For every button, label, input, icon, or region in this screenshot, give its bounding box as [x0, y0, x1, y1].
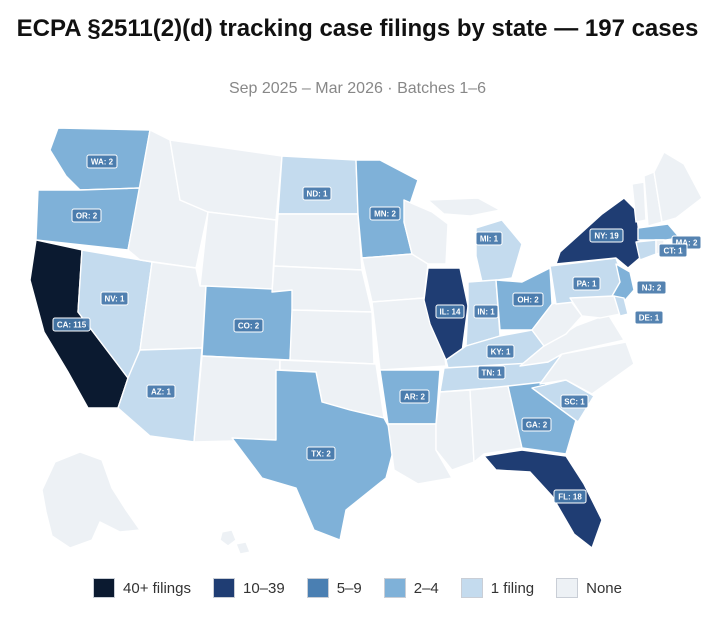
state-alaska[interactable] [41, 451, 141, 549]
label-pa: PA: 1 [572, 276, 601, 291]
legend-swatch [306, 578, 329, 598]
label-wa: WA: 2 [86, 154, 118, 169]
legend-swatch [460, 578, 483, 598]
state-hawaii-small[interactable] [235, 541, 251, 555]
svg-text:NY: 19: NY: 19 [594, 232, 619, 241]
svg-text:PA: 1: PA: 1 [577, 280, 597, 289]
svg-text:MI: 1: MI: 1 [480, 235, 499, 244]
svg-text:NJ: 2: NJ: 2 [642, 284, 662, 293]
legend-label: 40+ filings [123, 579, 191, 597]
svg-text:MA: 2: MA: 2 [676, 239, 698, 248]
label-nv: NV: 1 [100, 291, 129, 306]
label-oh: OH: 2 [512, 292, 544, 307]
label-tx: TX: 2 [306, 446, 336, 461]
svg-text:AZ: 1: AZ: 1 [151, 388, 172, 397]
label-az: AZ: 1 [146, 384, 176, 399]
label-ct: CT: 1 [658, 243, 688, 258]
svg-text:DE: 1: DE: 1 [639, 314, 660, 323]
state-new-mexico[interactable] [193, 355, 281, 443]
label-de: DE: 1 [634, 310, 664, 325]
state-maryland[interactable] [569, 295, 621, 319]
state-hawaii[interactable] [219, 529, 237, 547]
label-in: IN: 1 [473, 304, 499, 319]
label-or: OR: 2 [71, 208, 102, 223]
state-utah[interactable] [139, 261, 207, 351]
svg-text:CT: 1: CT: 1 [663, 247, 683, 256]
label-nd: ND: 1 [302, 186, 332, 201]
label-ky: KY: 1 [486, 344, 515, 359]
svg-text:KY: 1: KY: 1 [491, 348, 511, 357]
legend-label: None [586, 579, 622, 597]
state-connecticut[interactable] [635, 239, 657, 261]
state-vermont[interactable] [631, 181, 647, 223]
legend-item-none: None [556, 578, 622, 598]
label-mn: MN: 2 [369, 206, 401, 221]
state-kansas[interactable] [289, 309, 375, 365]
legend-swatch [212, 578, 235, 598]
legend-label: 1 filing [490, 579, 535, 597]
label-co: CO: 2 [233, 318, 264, 333]
page-subtitle: Sep 2025 – Mar 2026 · Batches 1–6 [228, 80, 487, 97]
svg-text:TX: 2: TX: 2 [311, 450, 331, 459]
map-legend: 40+ filings 10–39 5–9 2–4 1 filing None [0, 578, 715, 598]
svg-text:OR: 2: OR: 2 [76, 212, 98, 221]
svg-text:AR: 2: AR: 2 [404, 393, 425, 402]
svg-text:TN: 1: TN: 1 [482, 369, 503, 378]
state-delaware[interactable] [613, 295, 629, 317]
label-mi: MI: 1 [475, 231, 503, 246]
legend-label: 10–39 [242, 579, 285, 597]
svg-text:SC: 1: SC: 1 [564, 398, 585, 407]
svg-text:GA: 2: GA: 2 [526, 421, 548, 430]
state-florida[interactable] [483, 449, 603, 549]
state-alabama[interactable] [469, 385, 523, 463]
label-ny: NY: 19 [589, 228, 624, 243]
label-ga: GA: 2 [521, 417, 552, 432]
legend-swatch [556, 578, 579, 598]
svg-text:NV: 1: NV: 1 [104, 295, 125, 304]
state-michigan[interactable] [475, 219, 523, 283]
state-iowa[interactable] [361, 253, 429, 303]
state-north-dakota[interactable] [277, 155, 359, 215]
label-ar: AR: 2 [399, 389, 430, 404]
legend-swatch [383, 578, 406, 598]
legend-item-40-plus: 40+ filings [93, 578, 191, 598]
state-wyoming[interactable] [199, 211, 277, 293]
legend-item-2-4: 2–4 [383, 578, 439, 598]
label-tn: TN: 1 [477, 365, 506, 380]
svg-text:CO: 2: CO: 2 [238, 322, 260, 331]
state-maine[interactable] [653, 151, 703, 223]
legend-label: 5–9 [336, 579, 362, 597]
svg-text:IN: 1: IN: 1 [477, 308, 495, 317]
svg-text:CA: 115: CA: 115 [57, 321, 87, 330]
legend-item-1: 1 filing [460, 578, 535, 598]
legend-label: 2–4 [413, 579, 439, 597]
state-wisconsin[interactable] [403, 199, 449, 265]
legend-item-10-39: 10–39 [212, 578, 285, 598]
legend-swatch [93, 578, 116, 598]
state-michigan-up[interactable] [427, 197, 501, 217]
svg-text:ND: 1: ND: 1 [307, 190, 328, 199]
svg-text:OH: 2: OH: 2 [517, 296, 539, 305]
legend-item-5-9: 5–9 [306, 578, 362, 598]
label-sc: SC: 1 [560, 394, 589, 409]
svg-text:FL: 18: FL: 18 [558, 493, 582, 502]
svg-text:WA: 2: WA: 2 [91, 158, 114, 167]
label-nj: NJ: 2 [636, 280, 667, 295]
state-south-dakota[interactable] [273, 213, 363, 271]
svg-text:MN: 2: MN: 2 [374, 210, 396, 219]
label-fl: FL: 18 [553, 489, 587, 504]
label-il: IL: 14 [435, 304, 465, 319]
page-title: ECPA §2511(2)(d) tracking case filings b… [16, 15, 699, 42]
state-mississippi[interactable] [435, 389, 475, 471]
svg-text:IL: 14: IL: 14 [440, 308, 461, 317]
label-ca: CA: 115 [52, 317, 91, 332]
